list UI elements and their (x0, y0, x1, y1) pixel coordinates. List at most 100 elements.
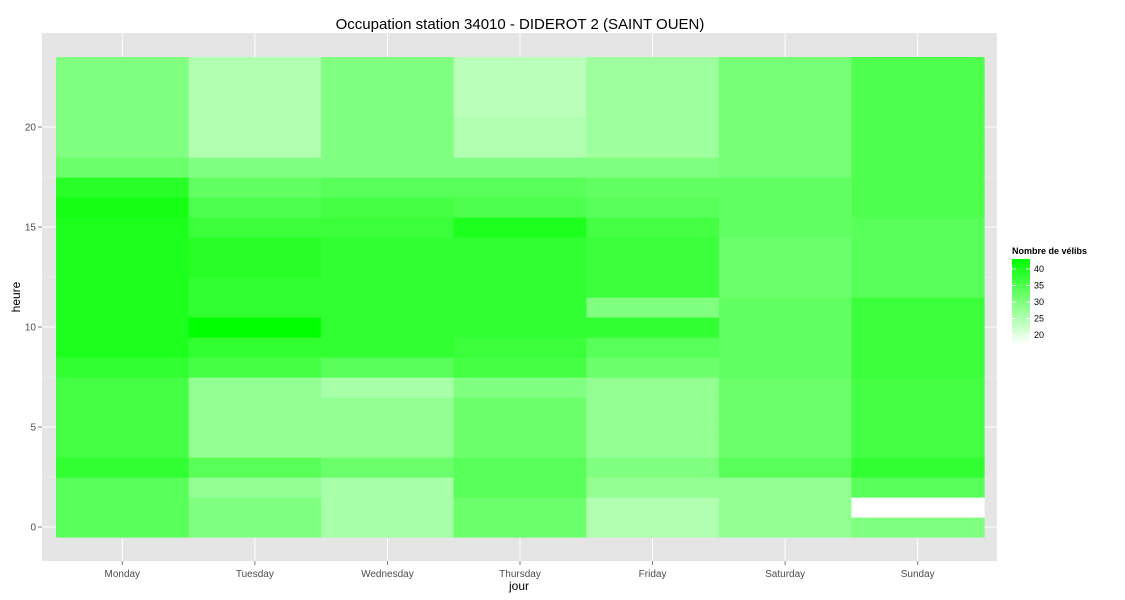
heatmap-tile (586, 337, 720, 358)
heatmap-tile (188, 297, 322, 318)
heatmap-tile (718, 297, 853, 318)
heatmap-tile (586, 437, 720, 458)
heatmap-tile (851, 257, 985, 278)
heatmap-tile (586, 157, 720, 178)
heatmap-tile (56, 257, 190, 278)
heatmap-tile (586, 377, 720, 398)
heatmap-tile (321, 417, 455, 438)
heatmap-tile (851, 337, 985, 358)
heatmap-tile (188, 277, 322, 298)
heatmap-tile (851, 177, 985, 198)
heatmap-tile (851, 437, 985, 458)
heatmap-tile (56, 197, 190, 218)
chart-title: Occupation station 34010 - DIDEROT 2 (SA… (336, 16, 705, 33)
heatmap-tile (188, 457, 322, 478)
heatmap-tile (453, 157, 587, 178)
heatmap-tile (321, 77, 455, 98)
heatmap-tile (321, 477, 455, 498)
x-tick-label: Monday (104, 569, 140, 580)
heatmap-tile (453, 137, 587, 158)
heatmap-tile (453, 117, 587, 138)
heatmap-tile (851, 457, 985, 478)
heatmap-tile (56, 337, 190, 358)
heatmap-tile (718, 57, 853, 78)
heatmap-tile (718, 477, 853, 498)
heatmap-tile (453, 517, 587, 538)
heatmap-tile (188, 417, 322, 438)
heatmap-tile (851, 357, 985, 378)
heatmap-tile (718, 97, 853, 118)
heatmap-tile (56, 277, 190, 298)
heatmap-tile (851, 477, 985, 498)
heatmap-tile (321, 497, 455, 518)
legend-tick-label: 35 (1034, 280, 1044, 290)
heatmap-tile (453, 177, 587, 198)
heatmap-tile (851, 157, 985, 178)
heatmap-tile (718, 317, 853, 338)
heatmap-tile (586, 217, 720, 238)
heatmap-tile (718, 397, 853, 418)
heatmap-tile (851, 417, 985, 438)
x-axis-title: jour (508, 579, 529, 593)
heatmap-tile (851, 57, 985, 78)
heatmap-tile (321, 457, 455, 478)
heatmap-tile (453, 237, 587, 258)
heatmap-tile (188, 197, 322, 218)
heatmap-tile (453, 337, 587, 358)
heatmap-tile (188, 337, 322, 358)
heatmap-tile (586, 257, 720, 278)
y-tick-label: 0 (30, 523, 36, 534)
heatmap-tile (718, 277, 853, 298)
heatmap-tile (56, 137, 190, 158)
heatmap-tile (56, 117, 190, 138)
heatmap-tile (718, 137, 853, 158)
heatmap-tile (188, 497, 322, 518)
y-tick-label: 15 (25, 223, 37, 234)
heatmap-tiles (56, 57, 985, 538)
heatmap-tile (586, 497, 720, 518)
heatmap-tile (321, 297, 455, 318)
heatmap-tile (718, 357, 853, 378)
heatmap-tile (56, 217, 190, 238)
heatmap-tile (586, 357, 720, 378)
heatmap-tile (453, 277, 587, 298)
heatmap-tile (718, 417, 853, 438)
x-tick-label: Thursday (499, 569, 541, 580)
heatmap-tile (718, 237, 853, 258)
heatmap-tile (56, 237, 190, 258)
heatmap-tile (851, 497, 985, 518)
heatmap-tile (188, 377, 322, 398)
heatmap-tile (851, 317, 985, 338)
heatmap-tile (321, 317, 455, 338)
heatmap-tile (851, 117, 985, 138)
heatmap-tile (321, 197, 455, 218)
y-axis-title: heure (9, 281, 23, 312)
heatmap-tile (56, 97, 190, 118)
heatmap-tile (321, 277, 455, 298)
heatmap-tile (586, 397, 720, 418)
heatmap-tile (188, 317, 322, 338)
heatmap-tile (718, 217, 853, 238)
heatmap-tile (453, 377, 587, 398)
heatmap-tile (56, 297, 190, 318)
heatmap-tile (718, 497, 853, 518)
heatmap-tile (851, 97, 985, 118)
heatmap-tile (718, 177, 853, 198)
heatmap-tile (453, 257, 587, 278)
heatmap-tile (188, 437, 322, 458)
heatmap-tile (56, 357, 190, 378)
x-tick-label: Saturday (765, 569, 805, 580)
heatmap-tile (851, 297, 985, 318)
heatmap-tile (188, 257, 322, 278)
heatmap-tile (586, 97, 720, 118)
heatmap-tile (321, 377, 455, 398)
heatmap-tile (586, 57, 720, 78)
heatmap-tile (586, 297, 720, 318)
heatmap-tile (188, 157, 322, 178)
heatmap-tile (321, 437, 455, 458)
y-tick-label: 10 (25, 323, 37, 334)
heatmap-tile (56, 177, 190, 198)
y-axis: 0 5 10 15 20 (25, 123, 42, 534)
heatmap-tile (453, 297, 587, 318)
heatmap-tile (586, 77, 720, 98)
